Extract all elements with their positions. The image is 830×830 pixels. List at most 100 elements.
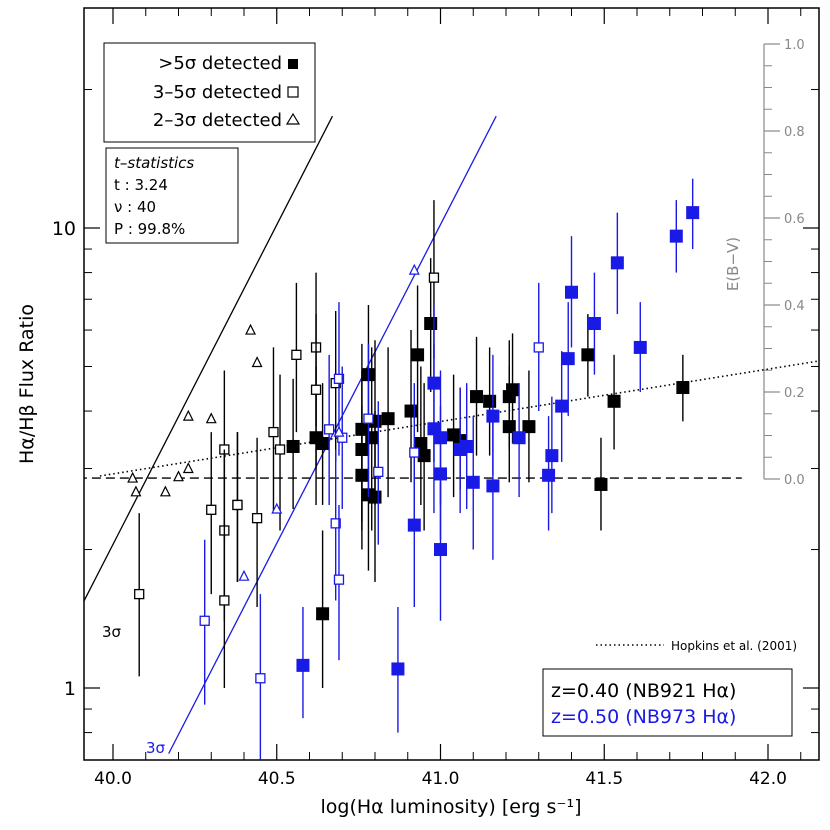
data-point-open-square [409, 447, 420, 458]
data-points [127, 178, 700, 760]
y-tick-label: 10 [52, 218, 76, 240]
data-point-filled-square [368, 490, 382, 504]
data-point-filled-square [404, 404, 418, 418]
data-point-filled-square [427, 376, 441, 390]
stats-title: t–statistics [114, 154, 194, 172]
data-point-filled-square [587, 316, 601, 330]
data-point-filled-square [594, 477, 608, 491]
data-point-open-square [428, 272, 440, 283]
x-tick-label: 41.5 [585, 769, 623, 789]
data-point-triangle [182, 409, 194, 421]
data-point-filled-square [506, 383, 520, 397]
data-point-filled-square [542, 468, 556, 482]
data-point-filled-square [483, 394, 497, 408]
ebv-axis: 0.0 0.2 0.4 0.6 0.8 1.0 [763, 38, 805, 488]
stats-p: P : 99.8% [114, 220, 185, 238]
marker-legend: >5σ detected 3–5σ detected 2–3σ detected [103, 42, 316, 143]
data-point-triangle [271, 502, 283, 514]
stats-nu: ν : 40 [114, 198, 156, 216]
data-point-open-square [274, 444, 286, 455]
data-point-filled-square [424, 316, 438, 330]
data-point-open-square [333, 373, 345, 384]
data-point-open-square [206, 504, 217, 515]
legend-5sigma-label: >5σ detected [158, 53, 282, 74]
data-point-open-square [310, 384, 322, 395]
data-point-triangle [127, 471, 139, 483]
data-point-filled-square [633, 340, 647, 354]
data-point-filled-square [381, 412, 395, 426]
ebv-tick-label: 0.6 [784, 212, 805, 227]
data-point-open-square [363, 413, 374, 424]
plot-frame [83, 7, 820, 761]
ebv-tick-label: 0.8 [784, 125, 805, 140]
data-point-filled-square [296, 658, 310, 672]
data-point-filled-square [316, 437, 330, 451]
data-point-triangle [408, 263, 420, 275]
data-point-open-square [219, 595, 230, 606]
data-point-filled-square [466, 475, 480, 489]
data-point-filled-square [610, 256, 624, 270]
data-point-filled-square [522, 420, 536, 434]
data-point-open-square [134, 588, 145, 600]
y-tick-label: 1 [64, 678, 76, 700]
data-point-filled-square [417, 449, 431, 463]
stats-t: t : 3.24 [114, 176, 168, 194]
data-point-triangle [159, 485, 171, 497]
data-point-filled-square [676, 381, 690, 395]
data-point-open-square [232, 499, 243, 511]
black-3sigma-label: 3σ [102, 623, 122, 641]
data-point-open-square [199, 615, 210, 626]
data-point-filled-square [365, 431, 379, 445]
ebv-tick-label: 0.4 [784, 299, 805, 314]
y-axis-label: Hα/Hβ Flux Ratio [16, 304, 38, 464]
data-point-filled-square [486, 479, 500, 493]
three-sigma-line [168, 115, 497, 754]
data-point-filled-square [512, 431, 526, 445]
ebv-tick-label: 1.0 [784, 38, 805, 53]
data-point-filled-square [407, 518, 421, 532]
legend-z040: z=0.40 (NB921 Hα) [551, 680, 736, 702]
data-point-filled-square [502, 420, 516, 434]
data-point-open-square [251, 513, 263, 524]
data-point-open-square [291, 349, 302, 360]
data-point-filled-square [434, 431, 447, 445]
data-point-filled-square [581, 348, 595, 362]
data-point-filled-square [686, 206, 700, 220]
data-point-filled-square [355, 468, 369, 482]
data-point-filled-square [460, 439, 474, 453]
data-point-open-square [268, 426, 279, 438]
x-tick-label: 41.0 [422, 769, 460, 789]
legend-filled-square [288, 59, 298, 69]
data-point-filled-square [391, 662, 405, 676]
redshift-legend: z=0.40 (NB921 Hα) z=0.50 (NB973 Hα) [542, 668, 793, 737]
ebv-tick-label: 0.2 [784, 386, 805, 401]
data-point-filled-square [565, 285, 578, 299]
data-point-open-square [330, 518, 341, 529]
hopkins-label: Hopkins et al. (2001) [671, 639, 797, 653]
ebv-axis-label: E(B−V) [724, 237, 742, 291]
data-point-filled-square [434, 543, 447, 557]
x-tick-label: 40.0 [94, 769, 132, 789]
data-point-filled-square [607, 394, 621, 408]
data-point-open-square [255, 673, 266, 684]
data-point-open-square [533, 342, 544, 353]
x-tick-label: 40.5 [258, 769, 296, 789]
data-point-filled-square [470, 390, 484, 404]
data-point-filled-square [286, 439, 300, 453]
data-point-triangle [130, 485, 142, 497]
data-point-filled-square [561, 352, 575, 366]
data-point-triangle [182, 462, 194, 474]
data-point-open-square [323, 424, 335, 435]
data-point-triangle [238, 569, 250, 581]
data-point-triangle [173, 470, 184, 482]
data-point-filled-square [545, 449, 559, 463]
ebv-tick-label: 0.0 [784, 473, 805, 488]
legend-z050: z=0.50 (NB973 Hα) [551, 706, 736, 728]
data-point-filled-square [411, 348, 425, 362]
data-point-open-square [333, 574, 345, 585]
data-point-triangle [333, 425, 345, 437]
stats-box: t–statistics t : 3.24 ν : 40 P : 99.8% [105, 147, 239, 244]
x-axis-label: log(Hα luminosity) [erg s⁻¹] [321, 796, 582, 818]
data-point-filled-square [555, 399, 569, 413]
